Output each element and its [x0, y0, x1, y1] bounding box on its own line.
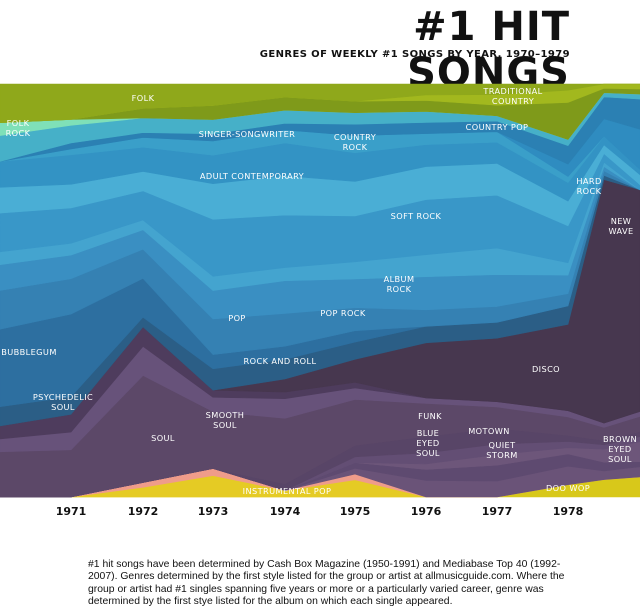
stream-layers	[0, 83, 640, 498]
streamgraph-chart: FOLK ROCK FOLK TRADITIONAL COUNTRY COUNTRY PO…	[0, 83, 640, 518]
x-axis-ticks: 1971 1972 1973 1974 1975 1976 1977 1978	[56, 505, 584, 518]
genre-label-new-wave: NEW WAVE	[608, 216, 633, 236]
genre-label-singer-songwriter: SINGER-SONGWRITER	[199, 129, 296, 139]
genre-label-brown-eyed-soul: BROWN EYED SOUL	[603, 434, 637, 464]
genre-label-hard-rock: HARD ROCK	[576, 176, 601, 196]
genre-label-smooth-soul: SMOOTH SOUL	[206, 410, 245, 430]
x-tick-1971: 1971	[56, 505, 87, 518]
genre-label-pop-rock: POP ROCK	[320, 308, 366, 318]
chart-title: #1 HIT SONGS	[407, 4, 570, 96]
genre-label-funk: FUNK	[418, 411, 442, 421]
genre-label-album-rock: ALBUM ROCK	[384, 274, 415, 294]
x-tick-1974: 1974	[270, 505, 301, 518]
genre-label-instrumental-pop: INSTRUMENTAL POP	[243, 486, 332, 496]
genre-label-disco: DISCO	[532, 364, 560, 374]
x-tick-1978: 1978	[553, 505, 584, 518]
genre-label-quiet-storm: QUIET STORM	[486, 440, 517, 460]
genre-label-country-rock: COUNTRY ROCK	[334, 132, 377, 152]
x-tick-1972: 1972	[128, 505, 159, 518]
chart-subtitle: GENRES OF WEEKLY #1 SONGS BY YEAR, 1970–…	[259, 49, 570, 60]
genre-label-country-pop: COUNTRY POP	[466, 122, 529, 132]
genre-label-rock-and-roll: ROCK AND ROLL	[244, 356, 317, 366]
genre-label-soul: SOUL	[151, 433, 175, 443]
genre-label-folk-rock: FOLK ROCK	[6, 118, 31, 138]
genre-label-adult-contemporary: ADULT CONTEMPORARY	[200, 171, 305, 181]
genre-label-motown: MOTOWN	[468, 426, 510, 436]
genre-label-pop: POP	[228, 313, 246, 323]
x-tick-1975: 1975	[340, 505, 371, 518]
x-tick-1973: 1973	[198, 505, 229, 518]
genre-label-psychedelic-soul: PSYCHEDELIC SOUL	[33, 392, 93, 412]
genre-label-doo-wop: DOO WOP	[546, 483, 590, 493]
genre-label-soft-rock: SOFT ROCK	[391, 211, 442, 221]
area-folk	[0, 83, 640, 124]
genre-label-bubblegum: BUBBLEGUM	[1, 347, 57, 357]
genre-label-blue-eyed-soul: BLUE EYED SOUL	[416, 428, 440, 458]
genre-labels: FOLK ROCK FOLK TRADITIONAL COUNTRY COUNTRY PO…	[1, 86, 637, 496]
footnote: #1 hit songs have been determined by Cas…	[88, 559, 565, 608]
genre-label-folk: FOLK	[132, 93, 155, 103]
genre-label-traditional-country: TRADITIONAL COUNTRY	[482, 86, 542, 106]
x-tick-1977: 1977	[482, 505, 513, 518]
x-tick-1976: 1976	[411, 505, 442, 518]
